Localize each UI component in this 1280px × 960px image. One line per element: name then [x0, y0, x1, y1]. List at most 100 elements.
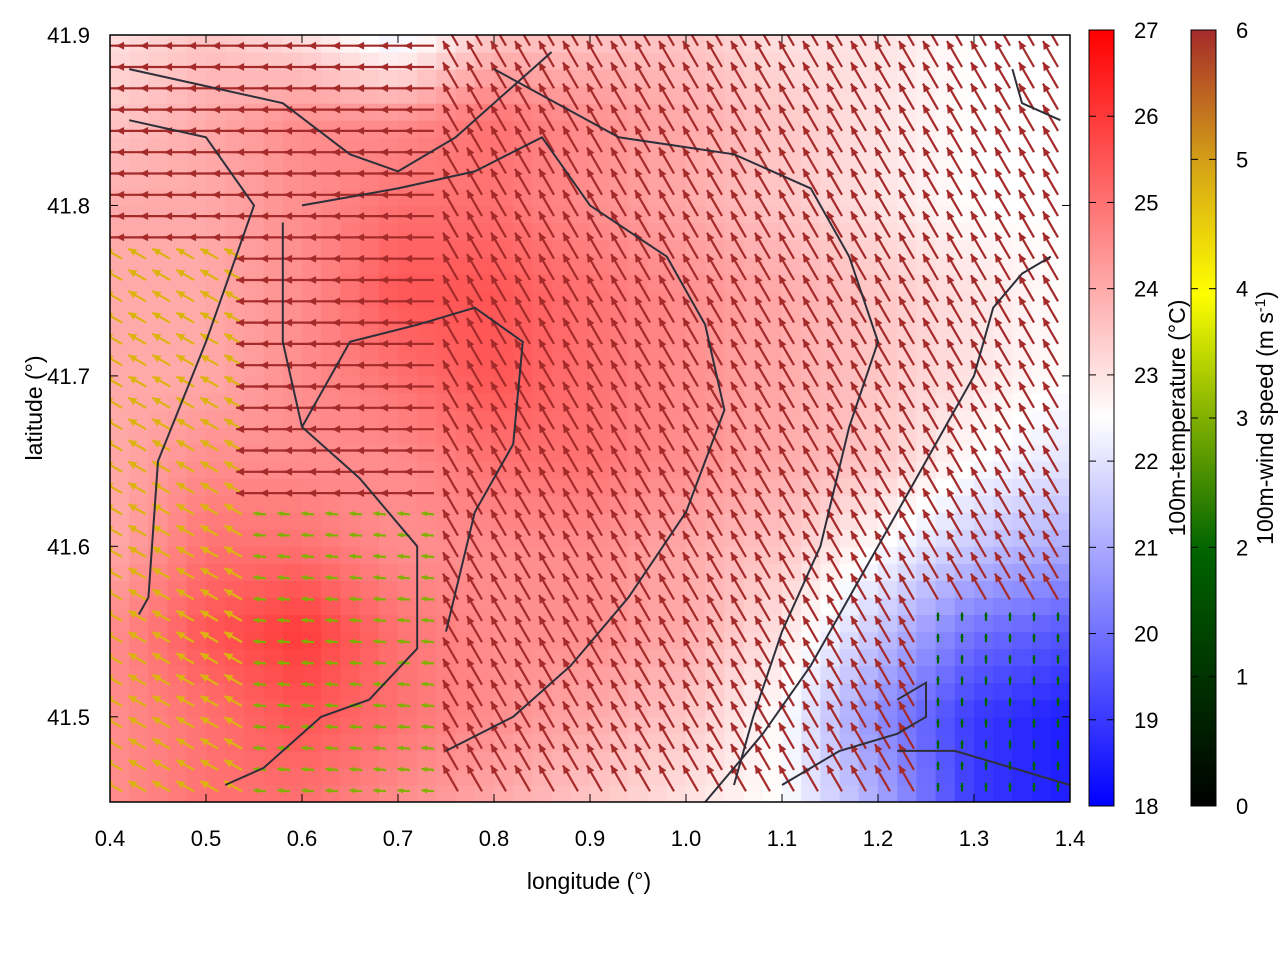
wind-arrow — [199, 417, 219, 431]
temperature-cell — [148, 750, 169, 769]
wind-arrow — [514, 615, 531, 643]
wind-arrow — [514, 296, 531, 324]
temperature-cell — [378, 86, 399, 104]
wind-arrow — [946, 338, 963, 366]
temperature-cell — [378, 256, 399, 275]
temperature-colorbar-title: 100m-temperature (°C) — [1164, 300, 1190, 537]
temperature-cell — [782, 103, 802, 121]
temperature-cell — [244, 580, 265, 598]
temperature-cell — [820, 324, 841, 343]
wind-arrow — [514, 594, 531, 622]
temperature-cell — [954, 597, 975, 616]
temperature-cell — [1050, 154, 1070, 172]
wind-arrow — [898, 573, 915, 601]
wind-arrow — [754, 679, 771, 707]
wind-arrow — [538, 445, 555, 473]
temperature-cell — [302, 307, 322, 326]
wind-arrow — [936, 783, 940, 792]
wind-arrow — [682, 253, 699, 281]
temperature-cell — [1031, 597, 1052, 616]
temperature-cell — [302, 444, 322, 462]
temperature-cell — [340, 273, 361, 292]
wind-arrow — [1032, 676, 1036, 685]
wind-arrow — [802, 402, 819, 430]
temperature-cell — [186, 699, 207, 718]
temperature-cell — [398, 785, 418, 802]
wind-arrow — [658, 658, 675, 686]
wind-arrow — [970, 83, 987, 111]
temperature-cell — [263, 478, 284, 496]
wind-arrow — [634, 679, 651, 707]
temperature-cell — [954, 375, 975, 394]
wind-arrow — [610, 743, 627, 771]
wind-arrow — [373, 724, 387, 730]
temperature-cell — [993, 682, 1013, 701]
temperature-cell — [340, 69, 361, 87]
wind-arrow — [778, 83, 795, 111]
temperature-cell — [110, 682, 130, 701]
wind-arrow — [325, 788, 339, 794]
temperature-cell — [1050, 444, 1070, 462]
temperature-cell — [916, 733, 937, 752]
wind-arrow — [946, 296, 963, 324]
temperature-cell — [762, 256, 783, 275]
temperature-cell — [455, 699, 476, 718]
temperature-cell — [167, 733, 188, 752]
temperature-cell — [321, 239, 341, 258]
wind-arrow — [1042, 445, 1059, 473]
wind-arrow — [223, 332, 243, 345]
temperature-cell — [1012, 785, 1033, 802]
temperature-cell — [474, 716, 495, 735]
temperature-cell — [359, 580, 380, 598]
temperature-cell — [878, 103, 898, 121]
temperature-cell — [551, 750, 572, 769]
wind-arrow — [538, 551, 555, 579]
wind-arrow — [253, 596, 267, 602]
wind-arrow — [1042, 83, 1059, 111]
wind-arrow — [922, 487, 939, 515]
x-tick-label: 1.1 — [767, 826, 798, 851]
wind-arrow — [754, 722, 771, 750]
temperature-cell — [321, 375, 341, 394]
wind-arrow — [538, 530, 555, 558]
temperature-cell — [762, 682, 783, 701]
wind-arrow — [706, 615, 723, 643]
wind-arrow — [898, 210, 915, 238]
temperature-cell — [417, 461, 437, 479]
wind-arrow — [442, 61, 459, 89]
wind-arrow — [658, 338, 675, 366]
wind-arrow — [466, 658, 483, 686]
wind-arrow — [1018, 40, 1035, 68]
temperature-cell — [878, 529, 898, 547]
wind-arrow — [562, 189, 579, 217]
wind-arrow — [610, 296, 627, 324]
wind-arrow — [826, 615, 843, 643]
temperature-cell — [474, 171, 495, 189]
temperature-cell — [359, 324, 380, 343]
wind-arrow — [970, 381, 987, 409]
wind-arrow — [946, 210, 963, 238]
wind-arrow — [994, 338, 1011, 366]
wind-arrow — [474, 35, 483, 47]
wind-arrow — [404, 361, 434, 370]
wind-arrow — [922, 146, 939, 175]
temperature-cell — [378, 375, 399, 394]
wind-arrow — [970, 573, 987, 601]
temperature-cell — [1050, 256, 1070, 275]
colorbar-tick-label: 3 — [1236, 406, 1248, 431]
temperature-cell — [417, 529, 437, 547]
temperature-cell — [321, 324, 341, 343]
wind-arrow — [562, 125, 579, 153]
wind-arrow — [682, 445, 699, 473]
temperature-cell — [1031, 358, 1052, 377]
temperature-cell — [858, 86, 879, 104]
wind-arrow — [151, 780, 171, 793]
temperature-cell — [359, 665, 380, 684]
wind-arrow — [658, 61, 675, 89]
temperature-cell — [302, 512, 322, 530]
wind-arrow — [1018, 210, 1035, 238]
y-tick-label: 41.6 — [47, 534, 90, 559]
temperature-cell — [993, 733, 1013, 752]
temperature-cell — [1012, 699, 1033, 718]
wind-arrow — [610, 679, 627, 707]
